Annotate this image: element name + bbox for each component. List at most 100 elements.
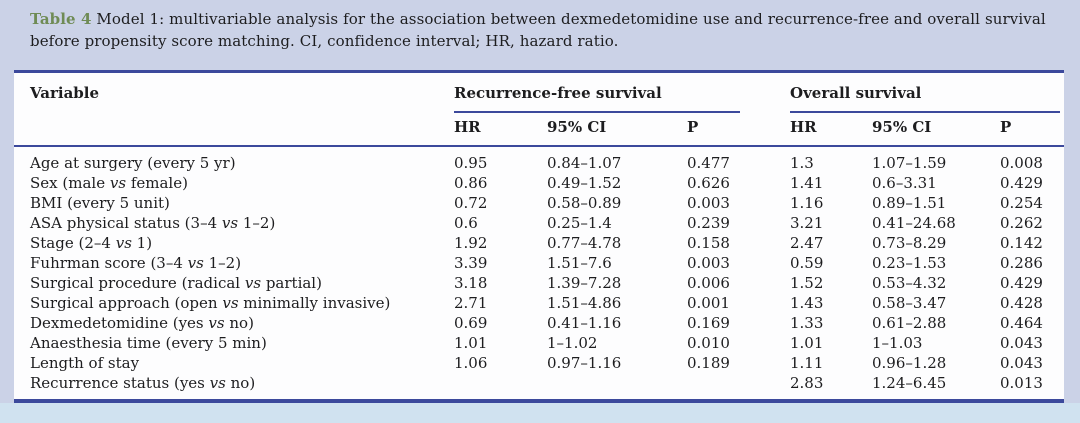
value-cell: 0.89–1.51: [872, 194, 947, 212]
value-cell: 0.429: [1000, 274, 1043, 292]
column-header-os-hr: HR: [790, 113, 872, 147]
group-header-recurrence-free-survival: Recurrence-free survival: [454, 73, 790, 113]
value-cell: 1.3: [790, 154, 814, 172]
value-cell: 1.51–7.6: [547, 254, 612, 272]
value-cell: 0.58–0.89: [547, 194, 622, 212]
variable-cell: Surgical procedure (radical vs partial): [30, 274, 322, 292]
value-cell: 1.43: [790, 294, 824, 312]
table-caption: Table 4 Model 1: multivariable analysis …: [14, 8, 1054, 52]
value-cell: 0.158: [687, 234, 730, 252]
value-cell: 2.71: [454, 294, 488, 312]
table-row: Length of stay 1.06 0.97–1.16 0.189 1.11 0.96…: [14, 353, 1064, 373]
value-cell: 0.6: [454, 214, 478, 232]
value-cell: 1.92: [454, 234, 488, 252]
table-body: Age at surgery (every 5 yr) 0.95 0.84–1.07…: [14, 146, 1064, 399]
value-cell: 1.24–6.45: [872, 374, 947, 392]
table-row: ASA physical status (3–4 vs 1–2) 0.6 0.25–…: [14, 213, 1064, 233]
value-cell: 0.262: [1000, 214, 1043, 232]
value-cell: 0.254: [1000, 194, 1043, 212]
value-cell: 1.52: [790, 274, 824, 292]
value-cell: 0.477: [687, 154, 730, 172]
value-cell: 0.626: [687, 174, 730, 192]
column-header-variable: Variable: [14, 73, 454, 147]
value-cell: 0.008: [1000, 154, 1043, 172]
variable-cell: Sex (male vs female): [30, 174, 188, 192]
variable-cell: BMI (every 5 unit): [30, 194, 170, 212]
value-cell: 0.41–1.16: [547, 314, 622, 332]
value-cell: 0.25–1.4: [547, 214, 612, 232]
value-cell: [547, 373, 687, 399]
group-header-label: Recurrence-free survival: [454, 83, 740, 113]
page-bottom-strip: [0, 403, 1080, 423]
value-cell: 3.39: [454, 254, 488, 272]
value-cell: 0.429: [1000, 174, 1043, 192]
value-cell: 1.07–1.59: [872, 154, 947, 172]
variable-cell: Anaesthesia time (every 5 min): [30, 334, 267, 352]
value-cell: 0.72: [454, 194, 488, 212]
value-cell: 1.51–4.86: [547, 294, 622, 312]
column-header-rfs-hr: HR: [454, 113, 547, 147]
value-cell: 0.59: [790, 254, 824, 272]
value-cell: 0.043: [1000, 334, 1043, 352]
value-cell: 1.11: [790, 354, 824, 372]
variable-cell: Fuhrman score (3–4 vs 1–2): [30, 254, 242, 272]
value-cell: 0.286: [1000, 254, 1043, 272]
caption-table-label: Table 4: [30, 10, 92, 28]
value-cell: 0.6–3.31: [872, 174, 937, 192]
value-cell: 0.006: [687, 274, 730, 292]
table-row: Age at surgery (every 5 yr) 0.95 0.84–1.07…: [14, 146, 1064, 173]
table-row: Surgical procedure (radical vs partial) 3…: [14, 273, 1064, 293]
variable-cell: Recurrence status (yes vs no): [30, 374, 256, 392]
column-header-os-ci: 95% CI: [872, 113, 1000, 147]
value-cell: 0.189: [687, 354, 730, 372]
value-cell: 0.97–1.16: [547, 354, 622, 372]
variable-cell: Dexmedetomidine (yes vs no): [30, 314, 254, 332]
value-cell: 0.001: [687, 294, 730, 312]
data-table: Variable Recurrence-free survival Overal…: [14, 73, 1064, 399]
table-row: BMI (every 5 unit) 0.72 0.58–0.89 0.003 1.16…: [14, 193, 1064, 213]
variable-cell: Length of stay: [30, 354, 140, 372]
value-cell: 0.428: [1000, 294, 1043, 312]
value-cell: 0.77–4.78: [547, 234, 622, 252]
value-cell: 0.73–8.29: [872, 234, 947, 252]
table-row: Fuhrman score (3–4 vs 1–2) 3.39 1.51–7.6 0.…: [14, 253, 1064, 273]
group-header-overall-survival: Overall survival: [790, 73, 1064, 113]
value-cell: 0.58–3.47: [872, 294, 947, 312]
value-cell: 0.41–24.68: [872, 214, 956, 232]
value-cell: 1.16: [790, 194, 824, 212]
value-cell: 1.06: [454, 354, 488, 372]
variable-cell: Age at surgery (every 5 yr): [30, 154, 236, 172]
table-row: Recurrence status (yes vs no) 2.83 1.24–6.…: [14, 373, 1064, 399]
value-cell: 0.169: [687, 314, 730, 332]
variable-cell: Surgical approach (open vs minimally inv…: [30, 294, 391, 312]
value-cell: 0.003: [687, 254, 730, 272]
column-header-rfs-p: P: [687, 113, 790, 147]
value-cell: 0.49–1.52: [547, 174, 622, 192]
column-header-rfs-ci: 95% CI: [547, 113, 687, 147]
value-cell: 0.013: [1000, 374, 1043, 392]
value-cell: 3.18: [454, 274, 488, 292]
value-cell: 0.239: [687, 214, 730, 232]
variable-cell: Stage (2–4 vs 1): [30, 234, 153, 252]
value-cell: 1–1.02: [547, 334, 598, 352]
column-header-os-p: P: [1000, 113, 1064, 147]
value-cell: 0.53–4.32: [872, 274, 947, 292]
value-cell: 0.96–1.28: [872, 354, 947, 372]
value-cell: 0.010: [687, 334, 730, 352]
value-cell: 0.142: [1000, 234, 1043, 252]
value-cell: 0.95: [454, 154, 488, 172]
table-header: Variable Recurrence-free survival Overal…: [14, 73, 1064, 147]
table-row: Sex (male vs female) 0.86 0.49–1.52 0.626 1.…: [14, 173, 1064, 193]
caption-text: Model 1: multivariable analysis for the …: [30, 10, 1046, 50]
value-cell: 1–1.03: [872, 334, 923, 352]
value-cell: 0.043: [1000, 354, 1043, 372]
value-cell: [454, 373, 547, 399]
value-cell: 0.84–1.07: [547, 154, 622, 172]
value-cell: 0.61–2.88: [872, 314, 947, 332]
value-cell: 1.01: [790, 334, 824, 352]
value-cell: 1.33: [790, 314, 824, 332]
value-cell: 1.39–7.28: [547, 274, 622, 292]
value-cell: 1.01: [454, 334, 488, 352]
group-header-label: Overall survival: [790, 83, 1060, 113]
value-cell: 2.83: [790, 374, 824, 392]
